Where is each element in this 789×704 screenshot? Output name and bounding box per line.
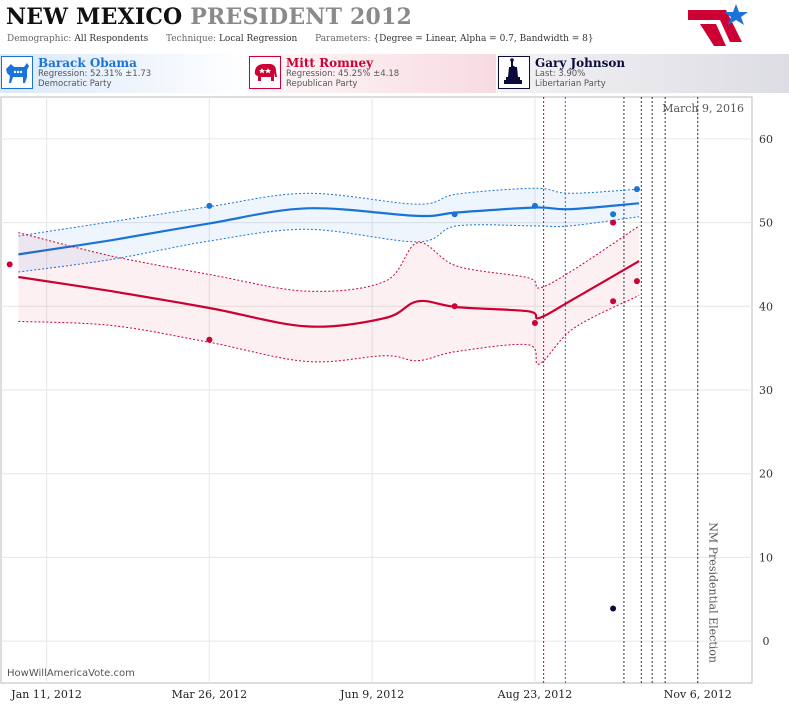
x-tick-label: Mar 26, 2012	[172, 688, 248, 701]
liberty-statue-icon	[498, 56, 530, 89]
mitt-romney-poll-point	[6, 261, 13, 268]
x-tick-label: Aug 23, 2012	[497, 688, 573, 701]
technique-label: Technique:	[166, 34, 217, 44]
republican-elephant-icon	[249, 56, 281, 89]
y-tick-label: 20	[759, 468, 773, 481]
mitt-romney-poll-point	[451, 303, 458, 310]
poll-chart: 0 10 20 30 40 50 60 Jan 11, 2012 Mar 26, 2012 Jun…	[0, 96, 773, 701]
header: NEW MEXICO PRESIDENT 2012 Demographic: A…	[0, 0, 789, 52]
candidate-party: Republican Party	[286, 79, 358, 89]
candidate-stats: Regression: 45.25% ±4.18 Republican Part…	[286, 69, 399, 89]
candidate-card-johnson[interactable]: Gary Johnson Last: 3.90% Libertarian Par…	[497, 54, 789, 93]
barack-obama-poll-point	[451, 211, 458, 218]
candidate-stats: Last: 3.90% Libertarian Party	[535, 69, 606, 89]
y-tick-label: 30	[759, 384, 773, 397]
y-tick-label: 10	[759, 551, 773, 564]
y-tick-label: 50	[759, 217, 773, 230]
parameters-line: Demographic: All Respondents Technique: …	[7, 34, 594, 44]
candidate-last-poll: Last: 3.90%	[535, 69, 586, 79]
candidate-party: Democratic Party	[38, 79, 112, 89]
gary-johnson-poll-point	[610, 605, 617, 612]
candidate-regression: Regression: 45.25% ±4.18	[286, 69, 400, 79]
mitt-romney-poll-point	[610, 219, 617, 226]
candidate-stats: Regression: 52.31% ±1.73 Democratic Part…	[38, 69, 151, 89]
barack-obama-poll-point	[633, 186, 640, 193]
x-tick-label: Nov 6, 2012	[664, 688, 732, 701]
candidate-card-obama[interactable]: Barack Obama Regression: 52.31% ±1.73 De…	[0, 54, 248, 93]
x-tick-label: Jan 11, 2012	[10, 688, 82, 701]
y-tick-label: 60	[759, 133, 773, 146]
title-state: NEW MEXICO	[6, 4, 183, 30]
parameters-label: Parameters:	[315, 34, 371, 44]
demographic-label: Demographic:	[7, 34, 72, 44]
y-tick-label: 40	[759, 300, 773, 313]
mitt-romney-confidence-band	[18, 225, 640, 365]
barack-obama-poll-point	[206, 202, 213, 209]
today-date-label: March 9, 2016	[662, 102, 744, 115]
technique-value: Local Regression	[218, 34, 298, 44]
page-title: NEW MEXICO PRESIDENT 2012	[6, 4, 412, 30]
candidate-regression: Regression: 52.31% ±1.73	[38, 69, 152, 79]
site-logo-icon[interactable]	[686, 2, 750, 50]
mitt-romney-poll-point	[633, 278, 640, 285]
barack-obama-poll-point	[610, 211, 617, 218]
demographic-value: All Respondents	[74, 34, 149, 44]
candidate-legend: Barack Obama Regression: 52.31% ±1.73 De…	[0, 54, 789, 93]
title-race: PRESIDENT 2012	[190, 4, 413, 30]
democratic-donkey-icon	[1, 56, 33, 89]
mitt-romney-poll-point	[206, 336, 213, 343]
mitt-romney-poll-point	[610, 298, 617, 305]
candidate-party: Libertarian Party	[535, 79, 606, 89]
candidate-name: Gary Johnson	[535, 56, 626, 70]
y-tick-label: 0	[763, 635, 770, 648]
site-credit[interactable]: HowWillAmericaVote.com	[7, 668, 135, 679]
barack-obama-poll-point	[531, 202, 538, 209]
candidate-card-romney[interactable]: Mitt Romney Regression: 45.25% ±4.18 Rep…	[248, 54, 496, 93]
candidate-name: Mitt Romney	[286, 56, 374, 70]
barack-obama-trend-line	[18, 202, 640, 256]
mitt-romney-trend-line	[18, 260, 640, 328]
election-day-label: NM Presidential Election	[707, 522, 720, 663]
candidate-name: Barack Obama	[38, 56, 137, 70]
mitt-romney-poll-point	[531, 320, 538, 327]
barack-obama-confidence-band	[18, 188, 640, 272]
parameters-value: {Degree = Linear, Alpha = 0.7, Bandwidth…	[373, 34, 594, 44]
barack-obama-lower-bound-line	[18, 216, 640, 273]
mitt-romney-lower-bound-line	[18, 294, 640, 365]
x-tick-label: Jun 9, 2012	[339, 688, 404, 701]
